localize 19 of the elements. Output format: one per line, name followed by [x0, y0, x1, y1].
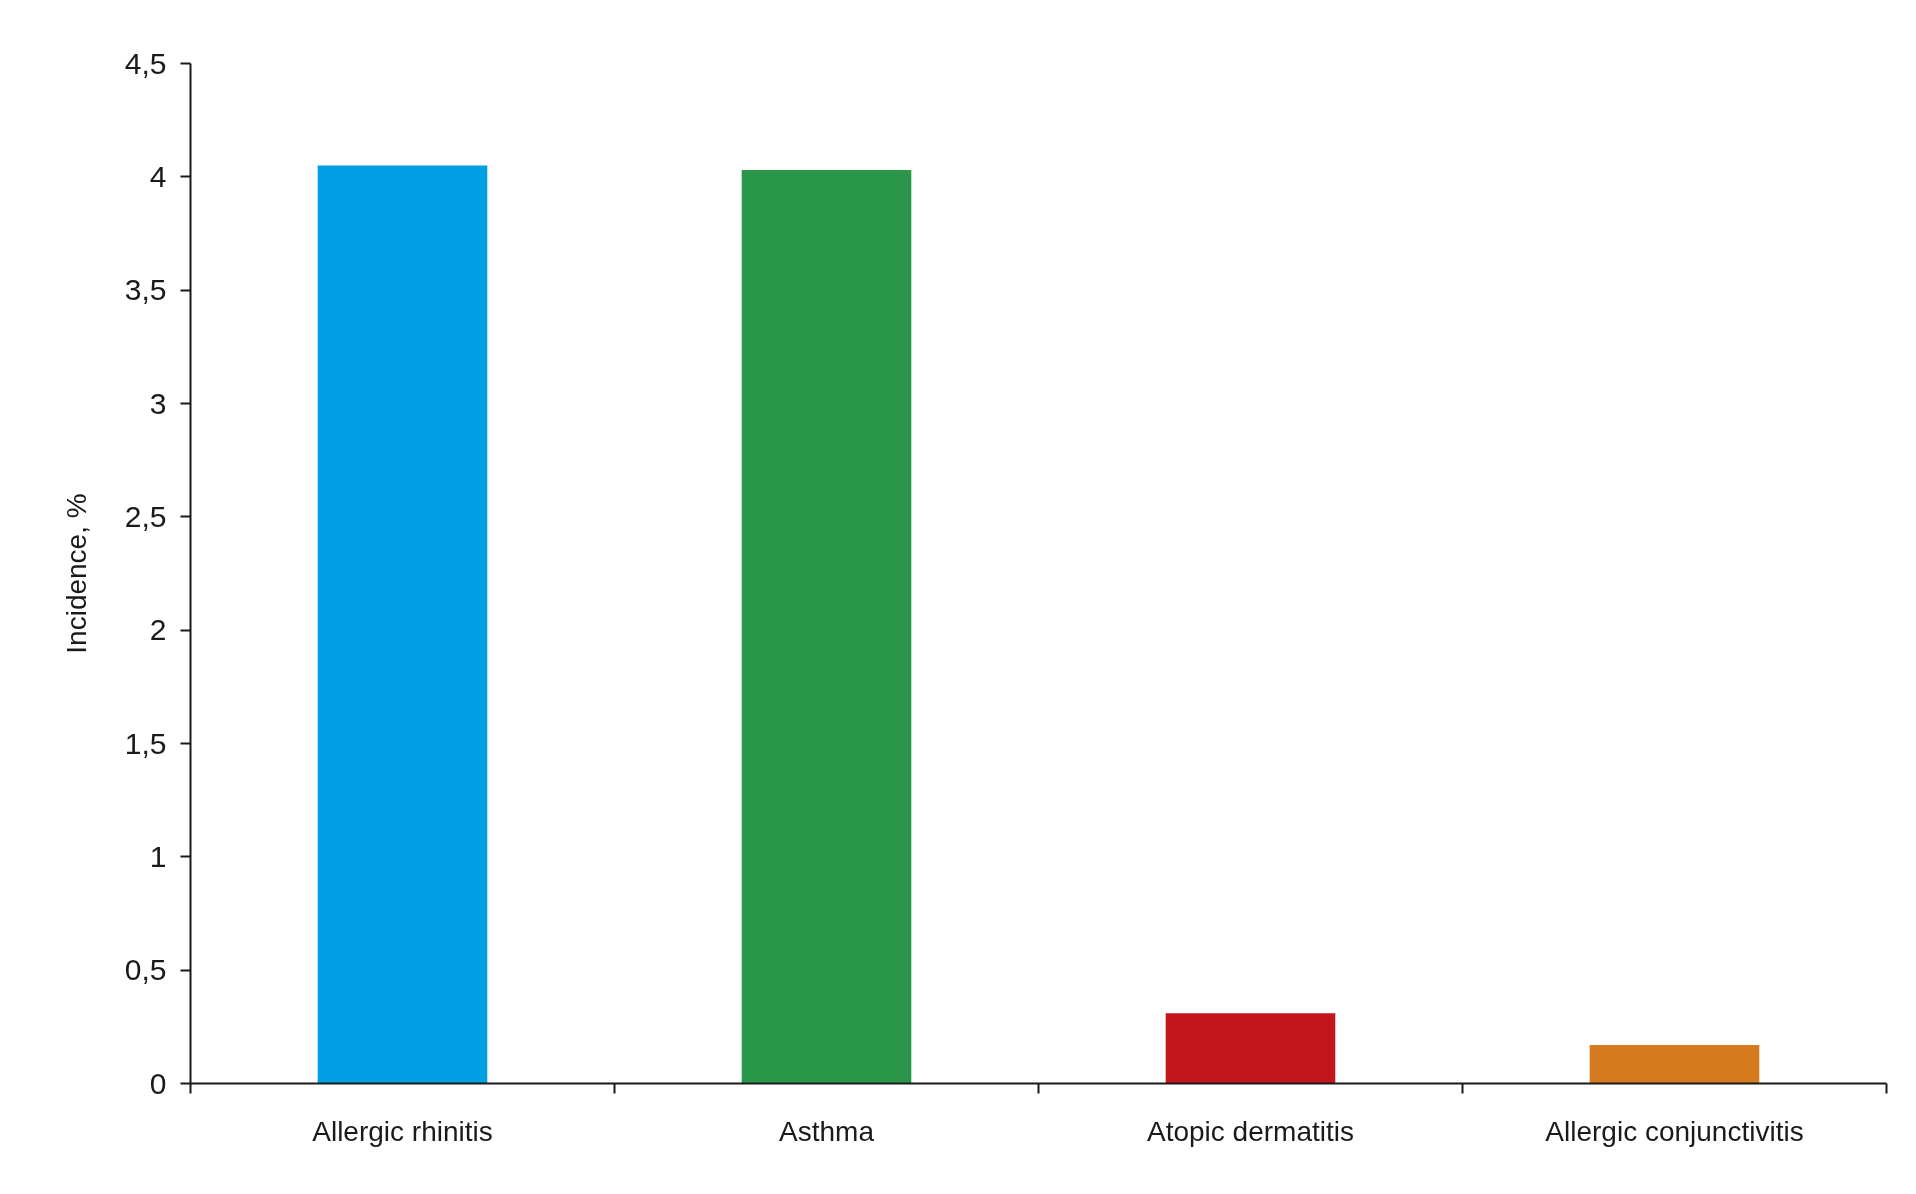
y-axis-title: Incidence, % [60, 493, 92, 654]
bar [741, 170, 912, 1084]
y-tick-label: 3,5 [124, 273, 167, 307]
y-tick-label: 3 [149, 386, 167, 420]
x-tick-label: Allergic conjunctivitis [1545, 1115, 1804, 1147]
y-tick-label: 0,5 [124, 953, 167, 987]
x-tick-label: Asthma [779, 1115, 875, 1147]
y-tick-label: 4,5 [124, 46, 167, 80]
x-tick-label: Allergic rhinitis [312, 1115, 493, 1147]
bar [1165, 1013, 1336, 1084]
y-tick-label: 2,5 [124, 499, 167, 533]
bar [1589, 1044, 1760, 1084]
x-tick-label: Atopic dermatitis [1147, 1115, 1354, 1147]
y-tick-label: 4 [149, 159, 167, 193]
y-tick-label: 1,5 [124, 726, 167, 760]
y-tick-label: 1 [149, 839, 167, 873]
y-tick-label: 0 [149, 1066, 167, 1100]
bar [317, 165, 488, 1084]
y-tick-label: 2 [149, 613, 167, 647]
